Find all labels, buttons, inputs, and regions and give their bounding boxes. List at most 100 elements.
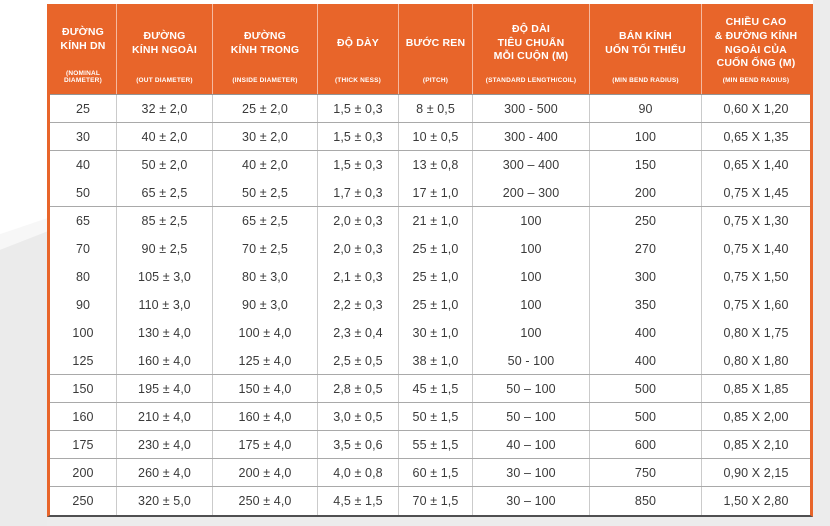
- cell-outer-diameter: 210 ± 4,0: [117, 403, 213, 430]
- cell-nominal-diameter: 40: [50, 151, 117, 179]
- cell-inner-diameter: 90 ± 3,0: [213, 291, 318, 319]
- cell-min-bend-radius: 250: [590, 207, 702, 235]
- cell-pitch: 38 ± 1,0: [399, 347, 473, 374]
- cell-thickness: 2,0 ± 0,3: [318, 235, 399, 263]
- cell-standard-length: 100: [473, 291, 590, 319]
- pipe-spec-table: ĐƯỜNG KÍNH DN (NOMINAL DIAMETER) ĐƯỜNG K…: [47, 4, 813, 517]
- cell-thickness: 1,5 ± 0,3: [318, 123, 399, 150]
- col-header-standard-length: ĐỘ DÀI TIÊU CHUẨN MỖI CUỘN (M) (STANDARD…: [473, 4, 590, 94]
- col-title: ĐƯỜNG KÍNH TRONG: [230, 29, 300, 56]
- cell-thickness: 4,0 ± 0,8: [318, 459, 399, 486]
- cell-coil-dimensions: 0,90 X 2,15: [723, 465, 789, 480]
- cell-nominal-diameter: 125: [50, 347, 117, 374]
- col-title: ĐỘ DÀY: [336, 36, 380, 49]
- cell-standard-length: 300 – 400: [473, 151, 590, 179]
- col-subtitle: (INSIDE DIAMETER): [232, 77, 298, 84]
- page-margin-right: [813, 0, 830, 526]
- cell-thickness: 2,8 ± 0,5: [318, 375, 399, 402]
- cell-standard-length: 30 – 100: [473, 459, 590, 486]
- cell-inner-diameter: 30 ± 2,0: [213, 123, 318, 150]
- cell-pitch: 45 ± 1,5: [399, 375, 473, 402]
- cell-min-bend-radius: 500: [590, 403, 702, 430]
- spec-row-dn-250: 250 320 ± 5,0 250 ± 4,0 4,5 ± 1,5 70 ± 1…: [50, 487, 810, 515]
- cell-standard-length: 200 – 300: [473, 179, 590, 206]
- col-title: ĐỘ DÀI TIÊU CHUẨN MỖI CUỘN (M): [493, 23, 569, 63]
- cell-nominal-diameter: 65: [50, 207, 117, 235]
- cell-inner-diameter: 160 ± 4,0: [213, 403, 318, 430]
- cell-min-bend-radius: 90: [590, 95, 702, 122]
- col-header-coil-dimensions: CHIỀU CAO & ĐƯỜNG KÍNH NGOÀI CỦA CUỐN ỐN…: [702, 4, 810, 94]
- col-header-pitch: BƯỚC REN (PITCH): [399, 4, 473, 94]
- cell-thickness: 2,1 ± 0,3: [318, 263, 399, 291]
- cell-outer-diameter: 85 ± 2,5: [117, 207, 213, 235]
- col-header-outer-diameter: ĐƯỜNG KÍNH NGOÀI (OUT DIAMETER): [117, 4, 213, 94]
- cell-coil-dimensions: 0,85 X 1,85: [723, 381, 789, 396]
- spec-row-dn-65: 65 85 ± 2,5 65 ± 2,5 2,0 ± 0,3 21 ± 1,0 …: [50, 207, 810, 235]
- cell-pitch: 17 ± 1,0: [399, 179, 473, 206]
- cell-min-bend-radius: 500: [590, 375, 702, 402]
- cell-inner-diameter: 65 ± 2,5: [213, 207, 318, 235]
- col-title: BƯỚC REN: [405, 36, 466, 49]
- cell-min-bend-radius: 150: [590, 151, 702, 179]
- cell-inner-diameter: 125 ± 4,0: [213, 347, 318, 374]
- cell-outer-diameter: 65 ± 2,5: [117, 179, 213, 206]
- col-header-inner-diameter: ĐƯỜNG KÍNH TRONG (INSIDE DIAMETER): [213, 4, 318, 94]
- col-title: ĐƯỜNG KÍNH DN: [60, 26, 106, 52]
- cell-min-bend-radius: 850: [590, 487, 702, 515]
- cell-coil-dimensions: 0,80 X 1,80: [723, 353, 789, 368]
- page-margin-bottom: [0, 517, 830, 526]
- cell-standard-length: 50 – 100: [473, 375, 590, 402]
- cell-inner-diameter: 70 ± 2,5: [213, 235, 318, 263]
- cell-coil-dimensions: 0,75 X 1,60: [723, 298, 789, 312]
- cell-thickness: 1,5 ± 0,3: [318, 95, 399, 122]
- col-header-min-bend-radius: BÁN KÍNH UỐN TỐI THIỂU (MIN BEND RADIUS): [590, 4, 702, 94]
- col-subtitle: (MIN BEND RADIUS): [722, 77, 790, 84]
- cell-coil-dimensions: 0,75 X 1,30: [723, 214, 789, 228]
- cell-thickness: 3,0 ± 0,5: [318, 403, 399, 430]
- cell-outer-diameter: 130 ± 4,0: [117, 319, 213, 347]
- cell-nominal-diameter: 90: [50, 291, 117, 319]
- cell-standard-length: 300 - 400: [473, 123, 590, 150]
- spec-row-dn-100: 100 130 ± 4,0 100 ± 4,0 2,3 ± 0,4 30 ± 1…: [50, 319, 810, 347]
- cell-outer-diameter: 32 ± 2,0: [117, 95, 213, 122]
- cell-nominal-diameter: 160: [50, 403, 117, 430]
- cell-outer-diameter: 50 ± 2,0: [117, 151, 213, 179]
- cell-min-bend-radius: 400: [590, 319, 702, 347]
- cell-coil-dimensions: 0,60 X 1,20: [723, 101, 789, 116]
- cell-pitch: 60 ± 1,5: [399, 459, 473, 486]
- cell-pitch: 30 ± 1,0: [399, 319, 473, 347]
- col-title: CHIỀU CAO & ĐƯỜNG KÍNH NGOÀI CỦA CUỐN ỐN…: [714, 16, 798, 70]
- cell-outer-diameter: 90 ± 2,5: [117, 235, 213, 263]
- cell-inner-diameter: 100 ± 4,0: [213, 319, 318, 347]
- cell-nominal-diameter: 100: [50, 319, 117, 347]
- cell-inner-diameter: 50 ± 2,5: [213, 179, 318, 206]
- cell-pitch: 25 ± 1,0: [399, 291, 473, 319]
- spec-row-dn-175: 175 230 ± 4,0 175 ± 4,0 3,5 ± 0,6 55 ± 1…: [50, 431, 810, 459]
- cell-outer-diameter: 105 ± 3,0: [117, 263, 213, 291]
- cell-thickness: 4,5 ± 1,5: [318, 487, 399, 515]
- cell-standard-length: 100: [473, 235, 590, 263]
- cell-standard-length: 30 – 100: [473, 487, 590, 515]
- spec-row-dn-40: 40 50 ± 2,0 40 ± 2,0 1,5 ± 0,3 13 ± 0,8 …: [50, 151, 810, 179]
- cell-coil-dimensions: 0,75 X 1,50: [723, 270, 789, 284]
- spec-table-header: ĐƯỜNG KÍNH DN (NOMINAL DIAMETER) ĐƯỜNG K…: [50, 4, 810, 95]
- col-subtitle: (PITCH): [422, 77, 449, 84]
- cell-nominal-diameter: 250: [50, 487, 117, 515]
- cell-min-bend-radius: 300: [590, 263, 702, 291]
- cell-outer-diameter: 320 ± 5,0: [117, 487, 213, 515]
- cell-inner-diameter: 175 ± 4,0: [213, 431, 318, 458]
- cell-inner-diameter: 150 ± 4,0: [213, 375, 318, 402]
- cell-thickness: 3,5 ± 0,6: [318, 431, 399, 458]
- col-subtitle: (NOMINAL DIAMETER): [64, 70, 102, 84]
- col-subtitle: (STANDARD LENGTH/COIL): [485, 77, 577, 84]
- cell-pitch: 25 ± 1,0: [399, 235, 473, 263]
- cell-standard-length: 300 - 500: [473, 95, 590, 122]
- page-margin-left-fold: [0, 228, 47, 526]
- cell-min-bend-radius: 750: [590, 459, 702, 486]
- cell-thickness: 1,5 ± 0,3: [318, 151, 399, 179]
- cell-nominal-diameter: 200: [50, 459, 117, 486]
- col-header-thickness: ĐỘ DÀY (THICK NESS): [318, 4, 399, 94]
- spec-row-dn-125: 125 160 ± 4,0 125 ± 4,0 2,5 ± 0,5 38 ± 1…: [50, 347, 810, 375]
- cell-nominal-diameter: 175: [50, 431, 117, 458]
- cell-coil-dimensions: 0,85 X 2,00: [723, 409, 789, 424]
